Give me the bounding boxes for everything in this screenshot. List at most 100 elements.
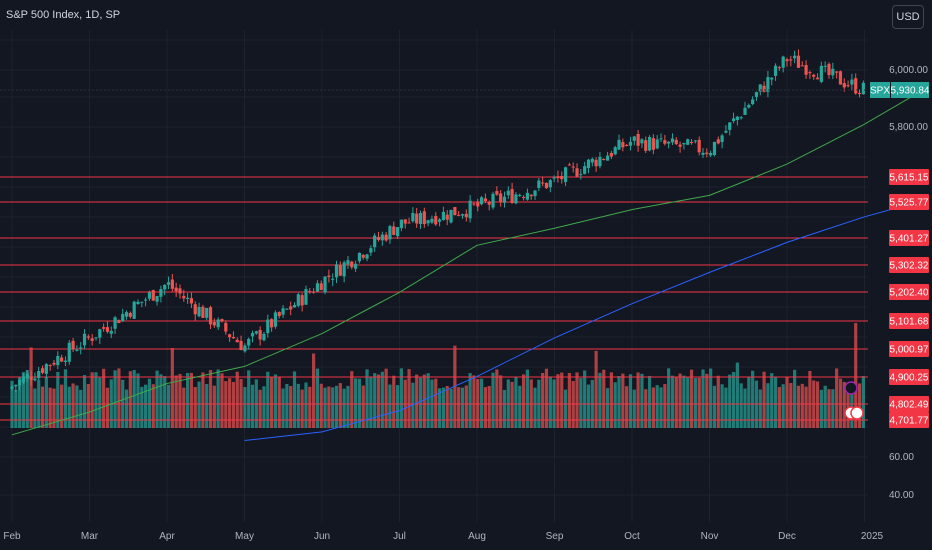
- candle-body: [583, 166, 587, 174]
- volume-bar: [831, 389, 835, 428]
- level-label: 4,802.49: [890, 400, 929, 411]
- volume-bar: [174, 375, 178, 428]
- time-axis: Feb Mar Apr May Jun Jul Aug Sep Oct Nov Dec 2025: [3, 531, 883, 542]
- candle-body: [499, 193, 503, 202]
- candle-body: [270, 319, 274, 328]
- candle-body: [75, 349, 79, 351]
- candle-body: [621, 142, 625, 148]
- volume-bar: [827, 389, 831, 428]
- volume-bar: [102, 368, 106, 428]
- candle-body: [453, 207, 457, 216]
- volume-bar: [44, 376, 48, 428]
- volume-bar: [632, 389, 636, 428]
- volume-bar: [747, 376, 751, 428]
- volume-bar: [308, 386, 312, 428]
- volume-bar: [71, 383, 75, 428]
- candle-body: [319, 283, 323, 291]
- candle-body: [815, 77, 820, 80]
- volume-bar: [323, 387, 327, 428]
- volume-bar: [285, 384, 289, 428]
- candle-body: [716, 139, 720, 144]
- candle-body: [483, 198, 487, 202]
- volume-bar: [392, 375, 396, 428]
- candle-body: [758, 84, 762, 92]
- volume-bar: [625, 386, 629, 428]
- candle-body: [739, 117, 743, 119]
- candle-body: [846, 85, 850, 87]
- candle-body: [541, 182, 545, 184]
- time-tick-label: Feb: [3, 531, 21, 542]
- volume-bar: [239, 378, 243, 428]
- candle-body: [281, 308, 285, 315]
- currency-button[interactable]: USD: [892, 5, 924, 29]
- volume-bar: [216, 369, 220, 428]
- volume-bar: [667, 368, 671, 428]
- volume-bar: [808, 370, 812, 428]
- volume-bar: [18, 377, 22, 428]
- candlesticks: [10, 49, 865, 392]
- volume-bar: [277, 377, 281, 428]
- volume-bar: [773, 376, 778, 428]
- volume-bar: [182, 387, 186, 428]
- candle-body: [29, 376, 33, 380]
- volume-bar: [361, 385, 365, 428]
- volume-bar: [762, 371, 766, 428]
- candle-body: [701, 152, 705, 155]
- candle-body: [63, 360, 68, 363]
- volume-bar: [796, 385, 801, 428]
- volume-bar: [502, 389, 507, 428]
- level-tag: [889, 257, 929, 273]
- candle-body: [235, 339, 239, 343]
- level-label: 4,701.77: [890, 416, 929, 427]
- volume-bar: [193, 387, 197, 428]
- candle-body: [239, 340, 243, 351]
- volume-bar: [586, 384, 591, 428]
- time-tick-label: Jul: [393, 531, 406, 542]
- candle-body: [563, 167, 568, 183]
- volume-bar: [128, 371, 132, 428]
- candle-body: [686, 139, 690, 145]
- candle-body: [334, 264, 339, 278]
- candle-body: [556, 176, 560, 179]
- volume-bar: [60, 384, 64, 428]
- time-tick-label: Sep: [546, 531, 564, 542]
- candle-body: [415, 213, 419, 224]
- candle-body: [376, 236, 381, 240]
- volume-bar: [365, 369, 369, 428]
- candle-body: [762, 85, 766, 92]
- candle-body: [464, 213, 468, 218]
- volume-bar: [136, 373, 140, 428]
- candle-body: [552, 177, 556, 179]
- candle-body: [468, 200, 472, 219]
- candle-body: [361, 254, 365, 258]
- candle-body: [90, 338, 94, 341]
- volume-bar: [850, 384, 854, 428]
- candle-body: [460, 214, 465, 216]
- candle-body: [785, 59, 789, 62]
- volume-bar: [388, 384, 392, 428]
- time-tick-label: Nov: [701, 531, 719, 542]
- volume-bar: [380, 371, 384, 428]
- volume-bar: [151, 384, 155, 428]
- candle-body: [659, 138, 663, 140]
- volume-bar: [186, 372, 190, 428]
- candle-body: [712, 141, 717, 156]
- volume-bar: [854, 323, 858, 428]
- candle-body: [166, 282, 171, 285]
- volume-bar: [815, 381, 820, 428]
- level-label: 5,302.32: [890, 261, 929, 272]
- candle-body: [544, 182, 549, 189]
- candle-body: [33, 378, 37, 381]
- volume-bar: [720, 384, 724, 428]
- volume-bar: [201, 372, 205, 428]
- candle-body: [147, 292, 152, 299]
- candle-body: [537, 180, 541, 188]
- candle-body: [819, 65, 823, 82]
- volume-bar: [689, 369, 694, 428]
- candle-body: [403, 219, 407, 224]
- time-tick-label: Oct: [624, 531, 640, 542]
- candle-body: [632, 136, 636, 141]
- candle-body: [449, 209, 453, 223]
- candle-body: [422, 211, 426, 225]
